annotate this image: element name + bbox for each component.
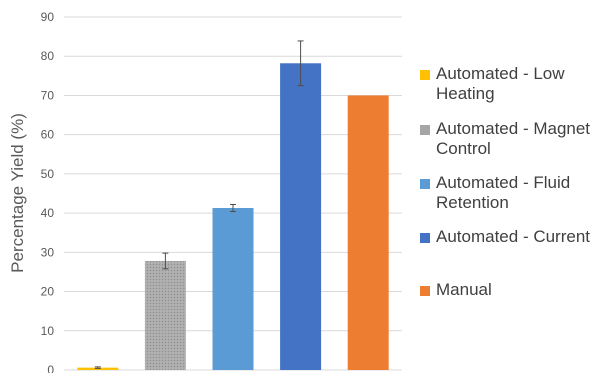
legend-item: Automated - Fluid Retention bbox=[420, 173, 592, 213]
bar bbox=[144, 260, 186, 370]
legend-label: Automated - Magnet Control bbox=[436, 119, 591, 158]
y-tick-label: 70 bbox=[41, 88, 55, 102]
legend-label: Automated - Current bbox=[436, 227, 591, 246]
legend-swatch bbox=[420, 125, 430, 135]
y-tick-label: 0 bbox=[47, 363, 54, 373]
y-axis-ticks: 0 10 20 30 40 50 60 70 80 90 bbox=[41, 10, 55, 373]
legend-swatch bbox=[420, 233, 430, 243]
legend-item: Manual bbox=[420, 280, 592, 300]
y-tick-label: 40 bbox=[41, 206, 55, 220]
bars bbox=[77, 63, 389, 370]
legend-item: Automated - Current bbox=[420, 227, 592, 247]
legend-item: Automated - Magnet Control bbox=[420, 119, 592, 159]
y-tick-label: 80 bbox=[41, 49, 55, 63]
legend-swatch bbox=[420, 70, 430, 80]
legend-label: Automated - Fluid Retention bbox=[436, 173, 571, 212]
y-tick-label: 30 bbox=[41, 245, 55, 259]
y-axis-label: Percentage Yield (%) bbox=[8, 113, 27, 273]
legend-swatch bbox=[420, 179, 430, 189]
y-tick-label: 60 bbox=[41, 128, 55, 142]
bar bbox=[347, 95, 389, 370]
y-tick-label: 10 bbox=[41, 324, 55, 338]
legend-item: Automated - Low Heating bbox=[420, 64, 592, 104]
y-tick-label: 20 bbox=[41, 285, 55, 299]
y-tick-label: 90 bbox=[41, 10, 55, 24]
bar bbox=[212, 208, 254, 370]
y-tick-label: 50 bbox=[41, 167, 55, 181]
legend-label: Automated - Low Heating bbox=[436, 64, 565, 103]
legend-label: Manual bbox=[436, 280, 492, 299]
bar bbox=[280, 63, 322, 370]
legend-swatch bbox=[420, 286, 430, 296]
error-bars bbox=[94, 40, 304, 369]
